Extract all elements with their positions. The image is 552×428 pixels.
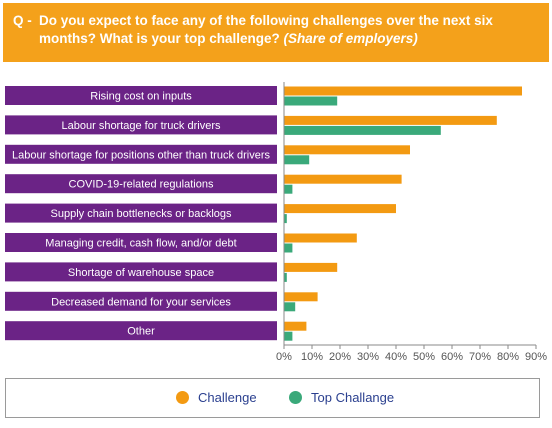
category-label-bg	[5, 115, 277, 135]
category-label: Other	[127, 326, 155, 338]
x-tick-label: 50%	[413, 351, 435, 363]
legend-dot-challenge	[176, 391, 189, 404]
category-label: Labour shortage for positions other than…	[12, 149, 271, 161]
category-label: Decreased demand for your services	[51, 296, 231, 308]
category-label-bg	[5, 321, 277, 341]
x-tick-label: 40%	[385, 351, 407, 363]
bar-challenge	[284, 145, 410, 155]
bar-chart: Rising cost on inputs Labour shortage for…	[5, 82, 547, 363]
category-label-bg	[5, 174, 277, 194]
chart-legend: Challenge Top Challange	[5, 378, 540, 418]
question-emphasis: (Share of employers)	[283, 31, 418, 46]
bar-challenge	[284, 204, 396, 214]
legend-dot-top-challenge	[289, 391, 302, 404]
bar-challenge	[284, 233, 357, 243]
category-label-bg	[5, 144, 277, 164]
x-tick-label: 60%	[441, 351, 463, 363]
bar-top-challenge	[284, 125, 441, 135]
category-label-bg	[5, 233, 277, 252]
bar-top-challenge	[284, 184, 293, 194]
bar-top-challenge	[284, 155, 310, 165]
category-label-bg	[5, 291, 277, 311]
category-label-bg	[5, 203, 277, 223]
bar-challenge	[284, 292, 318, 302]
x-tick-label: 30%	[357, 351, 379, 363]
category-label: COVID-19-related regulations	[69, 179, 214, 191]
category-label-bg	[5, 86, 277, 105]
category-label: Labour shortage for truck drivers	[62, 120, 221, 132]
legend-label-top-challenge: Top Challange	[311, 390, 395, 405]
bar-top-challenge	[284, 243, 293, 253]
category-label: Managing credit, cash flow, and/or debt	[45, 238, 236, 250]
bar-top-challenge	[284, 302, 296, 312]
question-text: Do you expect to face any of the followi…	[39, 12, 539, 48]
bar-challenge	[284, 174, 402, 184]
x-tick-label: 10%	[301, 351, 323, 363]
category-label: Supply chain bottlenecks or backlogs	[51, 208, 232, 220]
x-tick-label: 80%	[497, 351, 519, 363]
legend-item-top-challenge: Top Challange	[289, 390, 394, 405]
category-label-bg	[5, 262, 277, 282]
question-main: Do you expect to face any of the followi…	[39, 13, 493, 46]
legend-label-challenge: Challenge	[198, 390, 257, 405]
bar-top-challenge	[284, 272, 287, 282]
legend-item-challenge: Challenge	[176, 390, 257, 405]
question-prefix: Q -	[13, 13, 32, 28]
bar-challenge	[284, 321, 307, 331]
x-tick-label: 90%	[525, 351, 547, 363]
category-label: Shortage of warehouse space	[68, 267, 214, 279]
bar-top-challenge	[284, 96, 338, 106]
x-tick-label: 20%	[329, 351, 351, 363]
bar-challenge	[284, 86, 522, 96]
question-header: Q - Do you expect to face any of the fol…	[3, 3, 549, 62]
bar-top-challenge	[284, 214, 287, 224]
category-label: Rising cost on inputs	[90, 91, 192, 103]
bar-top-challenge	[284, 331, 293, 341]
bar-challenge	[284, 115, 497, 125]
x-tick-label: 0%	[276, 351, 292, 363]
bar-challenge	[284, 262, 338, 272]
x-tick-label: 70%	[469, 351, 491, 363]
